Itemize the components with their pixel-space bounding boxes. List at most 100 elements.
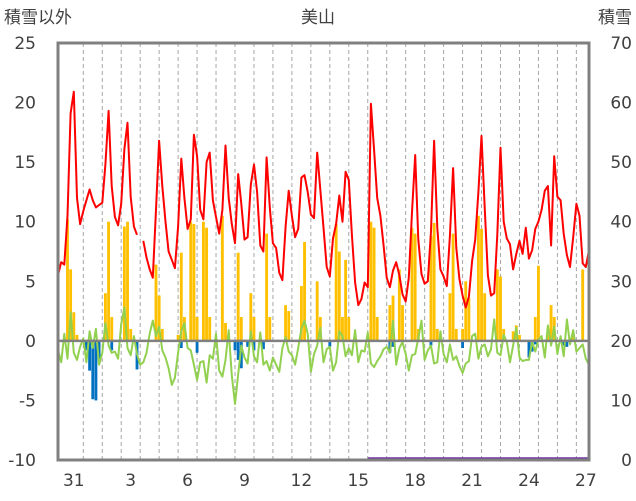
- precip-bar: [391, 295, 395, 341]
- y2-tick-label: 50: [610, 153, 632, 173]
- precip-bar: [252, 317, 256, 341]
- precip-bar: [126, 221, 129, 341]
- precip-bar: [160, 328, 164, 341]
- left-axis-ticks: 25 20 15 10 5 0 -5 -10: [8, 34, 36, 471]
- precip-bar: [483, 293, 487, 341]
- precip-bar: [107, 221, 110, 341]
- y2-tick-label: 60: [610, 94, 632, 114]
- temp-change-neg-bar: [97, 340, 101, 359]
- precip-bar: [303, 241, 306, 341]
- plot-frame: [56, 41, 591, 462]
- temp-change-neg-bar: [233, 340, 237, 351]
- temp-change-neg-bar: [85, 340, 88, 351]
- precip-bar: [410, 227, 414, 341]
- precip-bar: [75, 334, 79, 341]
- precip-bar: [287, 311, 291, 341]
- precip-bar: [220, 215, 224, 341]
- precip-bar: [369, 221, 373, 341]
- precip-bar: [66, 219, 69, 341]
- precip-bar: [413, 233, 417, 341]
- precip-bar: [451, 233, 455, 341]
- y-tick-label: 20: [14, 94, 36, 114]
- precip-bar: [110, 317, 114, 341]
- y2-tick-label: 30: [610, 272, 632, 292]
- y-tick-label: -5: [19, 391, 36, 411]
- precip-bar: [201, 221, 205, 341]
- x-tick-label: 18: [404, 471, 426, 491]
- temp-change-neg-bar: [110, 340, 114, 351]
- precip-bar: [195, 317, 199, 341]
- temp-change-neg-bar: [328, 340, 332, 347]
- y-tick-label: 10: [14, 213, 36, 233]
- precip-bar: [334, 224, 338, 341]
- precip-bar: [549, 305, 553, 341]
- precip-bar: [154, 264, 158, 341]
- precip-bar: [480, 228, 483, 341]
- temp-change-neg-bar: [429, 340, 433, 346]
- precip-bar: [268, 317, 272, 341]
- precip-bar: [467, 297, 471, 341]
- precip-bar: [375, 317, 379, 341]
- x-tick-label: 12: [291, 471, 313, 491]
- x-tick-label: 24: [518, 471, 540, 491]
- precip-bar: [546, 334, 550, 341]
- precip-bar: [122, 226, 126, 341]
- precip-bar: [429, 236, 433, 341]
- precip-bar: [571, 333, 575, 341]
- y2-tick-label: 70: [610, 34, 632, 54]
- precip-bar: [299, 286, 303, 341]
- precip-bar: [179, 252, 183, 341]
- y-tick-label: 15: [14, 153, 36, 173]
- temp-change-line: [57, 306, 590, 405]
- x-tick-label: 6: [182, 471, 193, 491]
- temp-change-neg-bar: [262, 340, 265, 350]
- left-axis-label: 積雪以外: [4, 8, 72, 28]
- x-tick-label: 27: [575, 471, 597, 491]
- y-tick-label: -10: [8, 451, 36, 471]
- y2-tick-label: 10: [610, 391, 632, 411]
- precip-bar: [476, 215, 480, 341]
- chart-title: 美山: [301, 8, 335, 28]
- temp-change-neg-bar: [461, 340, 464, 349]
- temp-change-neg-bar: [94, 340, 98, 401]
- precip-bar: [103, 293, 107, 341]
- precip-bar: [69, 269, 73, 341]
- x-tick-label: 21: [461, 471, 483, 491]
- precip-bar: [341, 317, 344, 341]
- precip-bar: [372, 227, 376, 341]
- x-tick-label: 9: [239, 471, 250, 491]
- precip-bar: [176, 334, 180, 341]
- temp-change-neg-bar: [91, 340, 95, 400]
- precip-bar: [388, 305, 392, 341]
- precip-bar: [344, 259, 348, 341]
- precip-bar: [454, 328, 458, 341]
- temp-change-neg-bar: [562, 340, 566, 346]
- precip-bar: [435, 328, 439, 341]
- temp-change-neg-bar: [246, 340, 250, 347]
- precip-bar: [205, 227, 208, 341]
- precip-bar: [401, 305, 404, 341]
- temperature-line: [57, 90, 590, 309]
- precip-bar: [239, 317, 243, 341]
- precip-bar: [157, 295, 161, 341]
- precip-bar: [448, 293, 452, 341]
- precip-bar: [315, 281, 319, 341]
- precip-bar: [464, 281, 468, 341]
- precip-bar: [337, 251, 341, 341]
- temp-change-neg-bar: [533, 340, 537, 345]
- precip-bar: [511, 331, 515, 341]
- precip-bar: [192, 224, 196, 341]
- precip-bar: [72, 312, 76, 341]
- temp-change-neg-bar: [88, 340, 92, 371]
- precip-bar: [284, 305, 287, 341]
- y-tick-label: 25: [14, 34, 36, 54]
- precip-bar: [224, 322, 227, 341]
- precip-bar: [432, 222, 436, 341]
- precip-bar: [236, 252, 240, 341]
- temp-change-neg-bar: [195, 340, 199, 353]
- temp-change-neg-bar: [252, 340, 256, 351]
- right-axis-ticks: 70 60 50 40 30 20 10 0: [610, 34, 632, 471]
- precip-bar: [581, 269, 585, 341]
- y2-tick-label: 20: [610, 332, 632, 352]
- temp-change-neg-bar: [527, 340, 531, 358]
